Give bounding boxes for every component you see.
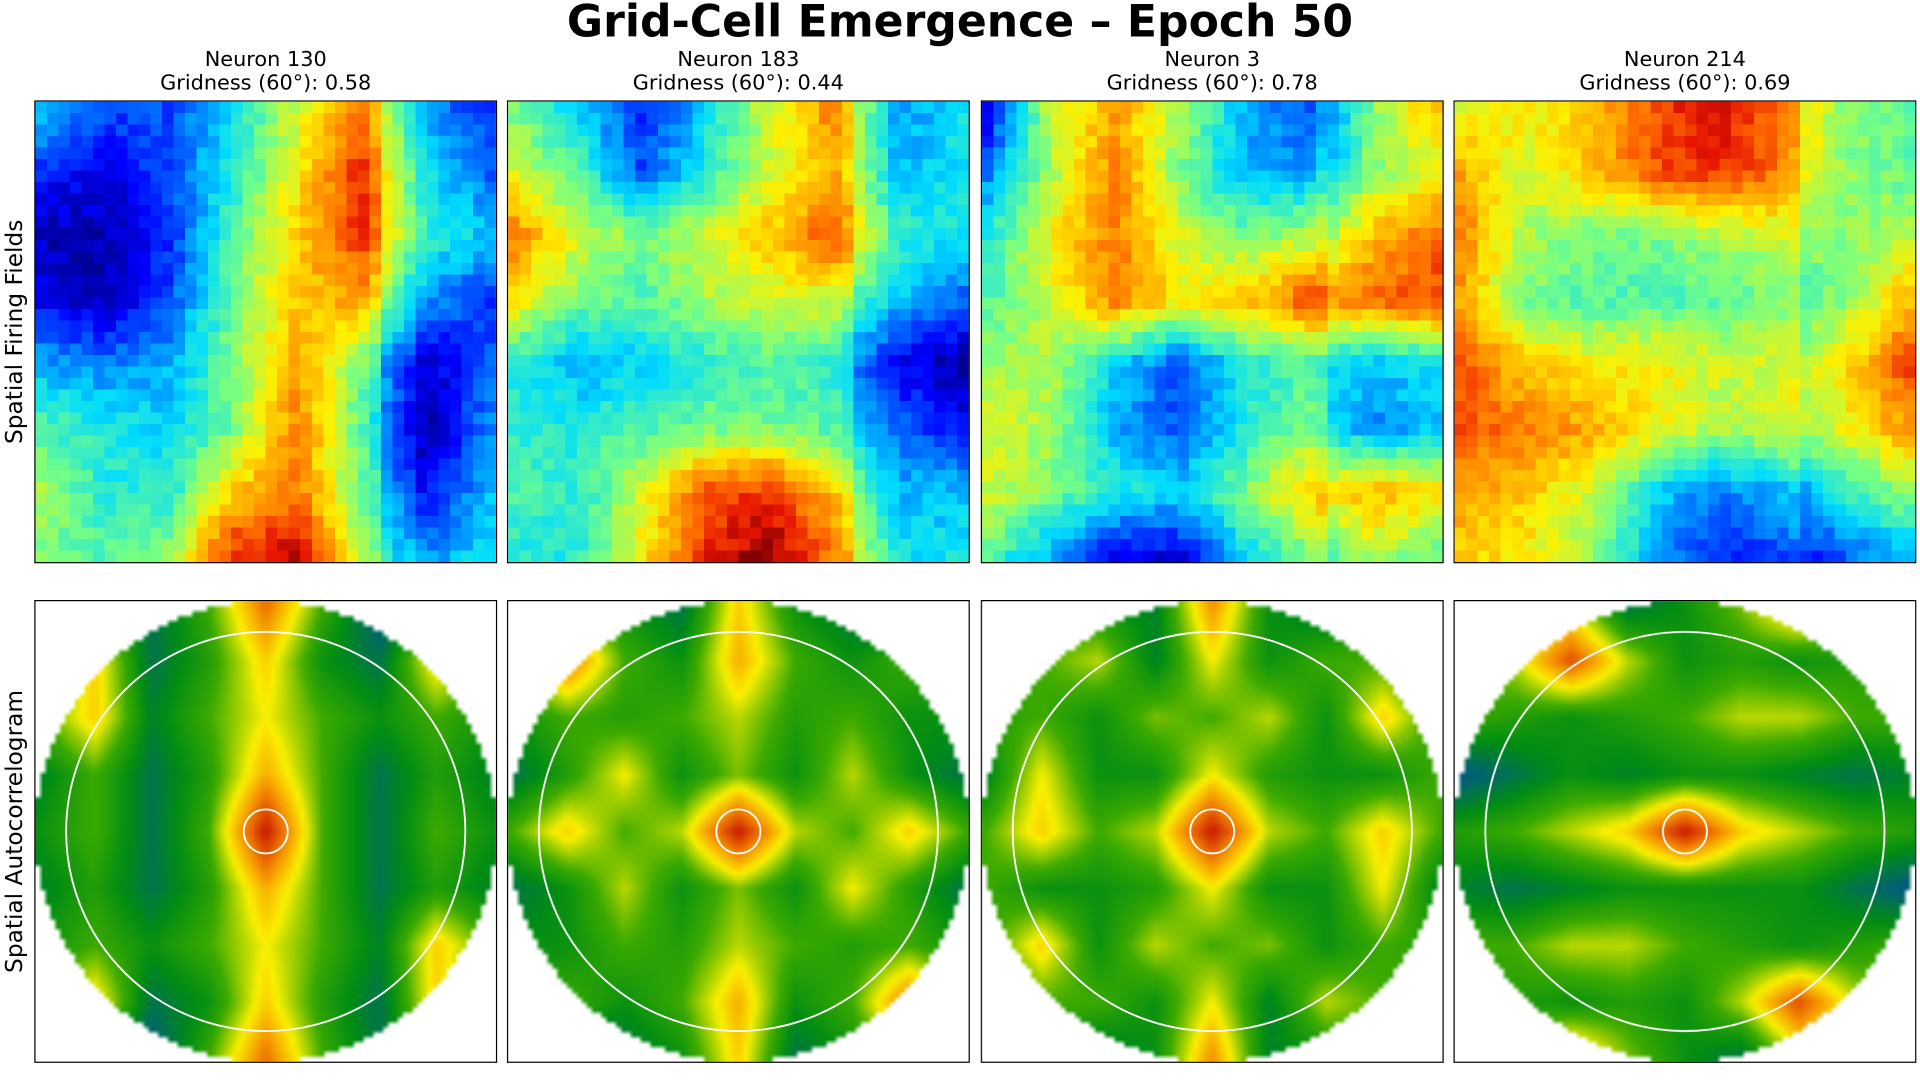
autocorrelogram-heatmap — [34, 600, 498, 1063]
firing-field-canvas — [982, 101, 1443, 563]
gridness-label: Gridness (60°): 0.69 — [1579, 71, 1791, 96]
gridness-annulus — [1011, 630, 1413, 1032]
firing-field-heatmap — [506, 100, 970, 564]
autocorrelogram-heatmap — [506, 600, 970, 1063]
gridness-label: Gridness (60°): 0.58 — [160, 71, 372, 96]
firing-field-canvas — [1454, 101, 1916, 563]
inner-ring — [242, 808, 289, 855]
panel-title: Neuron 183 Gridness (60°): 0.44 — [507, 47, 970, 96]
row-label-autocorrelogram: Spatial Autocorrelogram — [1, 689, 29, 973]
neuron-label: Neuron 183 — [677, 47, 800, 73]
autocorrelogram-heatmap — [1453, 600, 1917, 1063]
inner-ring — [715, 808, 762, 855]
inner-ring — [1661, 808, 1708, 855]
autocorrelogram-canvas — [982, 601, 1443, 1062]
inner-ring — [1189, 808, 1236, 855]
firing-field-canvas — [35, 101, 496, 563]
outer-ring — [1484, 630, 1886, 1032]
gridness-annulus — [65, 630, 467, 1032]
autocorrelogram-canvas — [35, 601, 496, 1062]
figure-title: Grid-Cell Emergence – Epoch 50 — [566, 0, 1354, 48]
gridness-label: Gridness (60°): 0.78 — [1106, 71, 1318, 96]
autocorrelogram-canvas — [508, 601, 969, 1062]
row-label-firing-fields: Spatial Firing Fields — [1, 219, 29, 445]
outer-ring — [537, 630, 939, 1032]
panel-title: Neuron 214 Gridness (60°): 0.69 — [1453, 47, 1916, 96]
autocorrelogram-heatmap — [980, 600, 1444, 1063]
panel-title: Neuron 3 Gridness (60°): 0.78 — [981, 47, 1444, 96]
firing-field-heatmap — [980, 100, 1444, 564]
gridness-annulus — [1484, 630, 1886, 1032]
firing-field-heatmap — [1453, 100, 1917, 564]
panel-title: Neuron 130 Gridness (60°): 0.58 — [34, 47, 497, 96]
neuron-label: Neuron 3 — [1164, 47, 1260, 73]
firing-field-canvas — [508, 101, 969, 563]
autocorrelogram-canvas — [1454, 601, 1916, 1062]
firing-field-heatmap — [34, 100, 498, 564]
gridness-label: Gridness (60°): 0.44 — [632, 71, 844, 96]
gridness-annulus — [537, 630, 939, 1032]
neuron-label: Neuron 130 — [204, 47, 327, 73]
neuron-label: Neuron 214 — [1623, 47, 1746, 73]
outer-ring — [65, 630, 467, 1032]
outer-ring — [1011, 630, 1413, 1032]
